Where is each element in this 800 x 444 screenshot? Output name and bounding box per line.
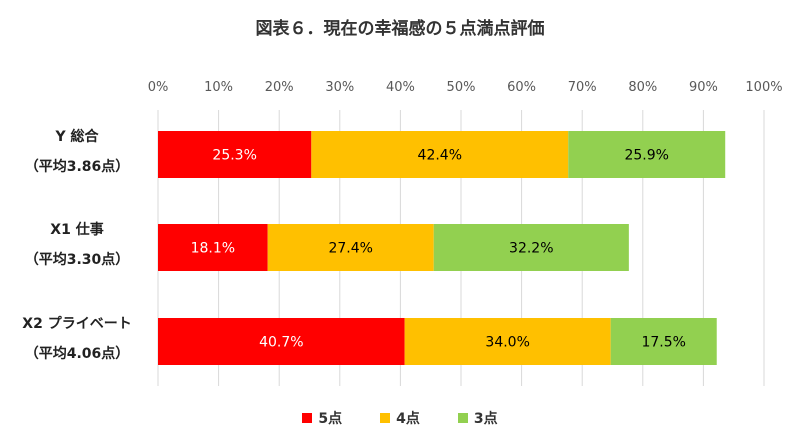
legend-swatch xyxy=(302,413,313,423)
data-label: 42.4% xyxy=(418,148,462,164)
bar-segment xyxy=(311,131,569,178)
x-tick-label: 90% xyxy=(689,80,718,95)
x-tick-label: 10% xyxy=(204,80,233,95)
bar-segment xyxy=(404,318,611,365)
category-label: X1 仕事 （平均3.30点） xyxy=(2,215,152,275)
data-label: 25.9% xyxy=(624,148,668,164)
data-label: 25.3% xyxy=(212,148,256,164)
x-tick-label: 70% xyxy=(568,80,597,95)
x-tick-label: 0% xyxy=(148,80,169,95)
data-label: 18.1% xyxy=(191,241,235,257)
x-tick-label: 20% xyxy=(265,80,294,95)
legend-swatch xyxy=(457,413,468,423)
bar-segment xyxy=(158,318,405,365)
category-label-line: X1 仕事 xyxy=(50,222,104,238)
x-tick-label: 80% xyxy=(628,80,657,95)
legend-label: 3点 xyxy=(473,411,498,427)
legend-item: 5点 xyxy=(302,408,342,428)
category-label-line: Y 総合 xyxy=(55,129,99,145)
category-label-line: X2 プライベート xyxy=(22,316,132,332)
data-label: 34.0% xyxy=(485,335,529,351)
x-tick-label: 30% xyxy=(325,80,354,95)
category-label: Y 総合 （平均3.86点） xyxy=(2,122,152,182)
x-tick-label: 60% xyxy=(507,80,536,95)
data-label: 32.2% xyxy=(509,241,553,257)
bar-segment xyxy=(610,318,717,365)
legend-item: 4点 xyxy=(380,408,420,428)
bar-segment xyxy=(158,131,312,178)
category-label-line: （平均3.86点） xyxy=(24,159,130,175)
data-label: 27.4% xyxy=(328,241,372,257)
bar-segment xyxy=(568,131,726,178)
category-label-line: （平均4.06点） xyxy=(24,346,130,362)
bar-segment xyxy=(158,224,268,271)
x-tick-label: 50% xyxy=(447,80,476,95)
category-label: X2 プライベート （平均4.06点） xyxy=(2,309,152,369)
chart-title: 図表６．現在の幸福感の５点満点評価 xyxy=(255,19,545,39)
x-tick-label: 100% xyxy=(745,80,782,95)
category-label-line: （平均3.30点） xyxy=(24,252,130,268)
legend-item: 3点 xyxy=(457,408,498,428)
legend: 5点 4点 3点 xyxy=(0,408,800,428)
data-label: 17.5% xyxy=(641,335,685,351)
data-label: 40.7% xyxy=(259,335,303,351)
bar-segment xyxy=(267,224,434,271)
x-tick-label: 40% xyxy=(386,80,415,95)
bar-segment xyxy=(433,224,629,271)
legend-label: 4点 xyxy=(396,411,420,427)
legend-swatch xyxy=(380,413,391,423)
legend-label: 5点 xyxy=(318,411,343,427)
